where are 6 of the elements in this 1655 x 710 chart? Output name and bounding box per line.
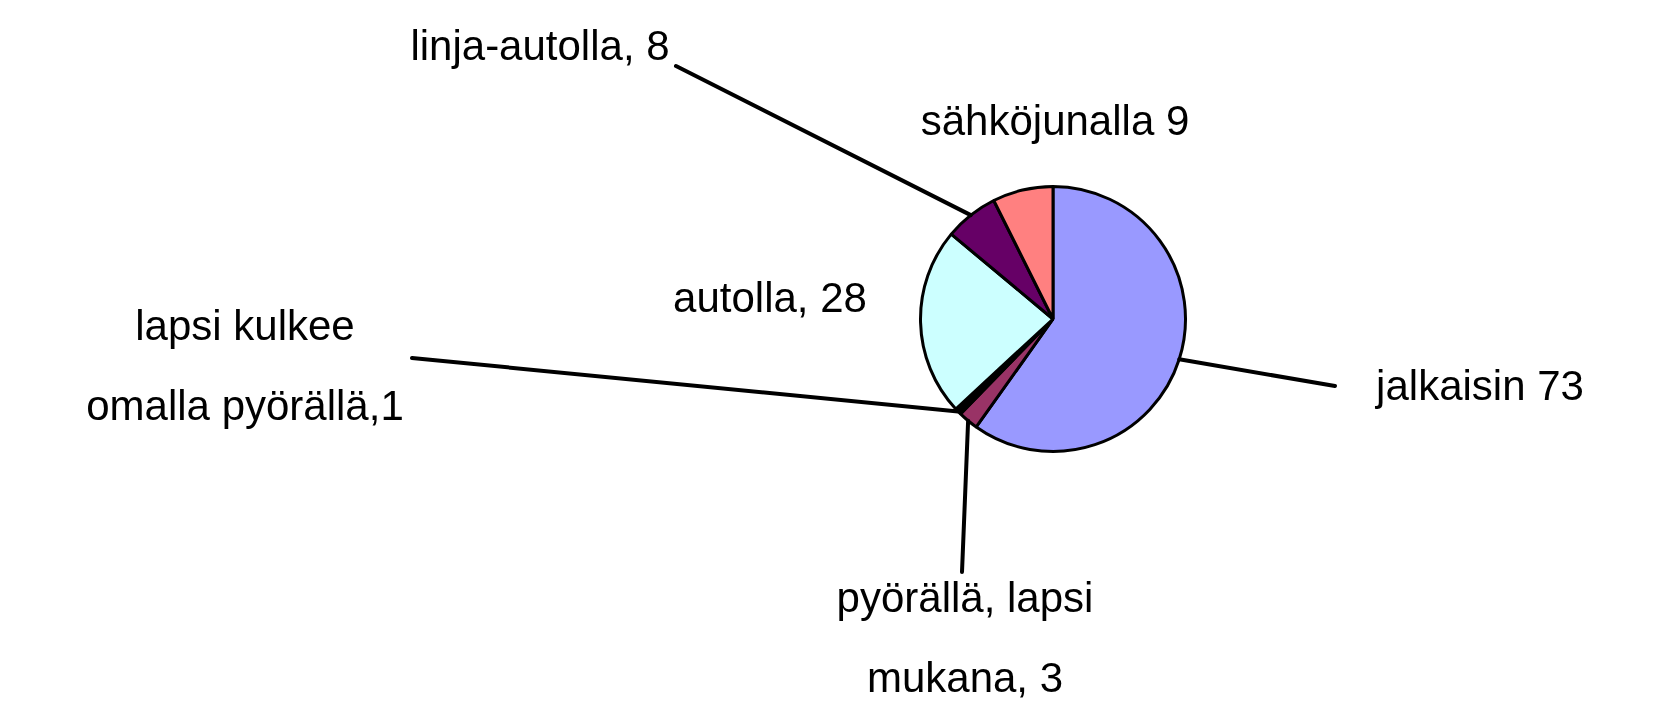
slice-label: jalkaisin 73 (1374, 362, 1584, 409)
slice-label: sähköjunalla 9 (920, 97, 1190, 144)
slice-label: pyörällä, lapsi mukana, 3 (836, 574, 1094, 701)
slice-label: autolla, 28 (673, 274, 867, 321)
slice-label: linja-autolla, 8 (410, 22, 670, 69)
slice-label: lapsi kulkee omalla pyörällä,1 (86, 302, 404, 429)
